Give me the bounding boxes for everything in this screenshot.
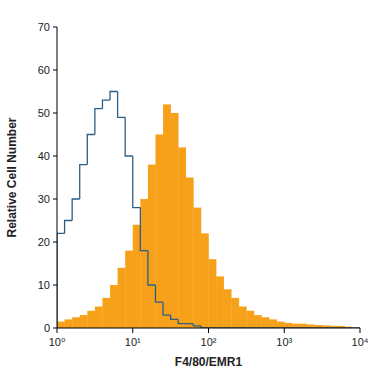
histogram-step [193, 324, 201, 326]
y-tick [53, 27, 57, 28]
histogram-bar [277, 322, 285, 328]
x-axis-label: F4/80/EMR1 [175, 355, 243, 369]
y-tick [53, 113, 57, 114]
histogram-bar [284, 323, 292, 328]
histogram-bar [65, 319, 73, 328]
marks [57, 92, 360, 329]
y-tick-label: 20 [38, 236, 50, 248]
x-tick [360, 328, 361, 333]
histogram-bar [133, 225, 141, 328]
y-tick-label: 40 [38, 150, 50, 162]
histogram-bar [239, 307, 247, 329]
y-tick [53, 156, 57, 157]
y-tick-label: 10 [38, 279, 50, 291]
histogram-step [57, 233, 65, 328]
y-tick-label: 0 [44, 322, 50, 334]
histogram-bar [246, 311, 254, 328]
histogram-bar [193, 208, 201, 328]
histogram-bar [57, 322, 65, 328]
histogram-step [95, 109, 103, 135]
histogram-step [133, 156, 141, 208]
y-tick [53, 328, 57, 329]
chart: 0 10 20 30 40 50 60 70 10⁰ 10¹ 10² 10³ 10⁴ F4/80/EMR1… [0, 0, 375, 375]
y-tick-label: 50 [38, 107, 50, 119]
histogram-bar [262, 317, 270, 328]
histogram-bar [209, 259, 217, 328]
histogram-step [186, 323, 194, 324]
histogram-bar [118, 268, 126, 328]
x-tick-label: 10⁴ [352, 336, 369, 348]
y-axis [57, 27, 58, 328]
histogram-bar [231, 298, 239, 328]
histogram-step [148, 251, 156, 285]
histogram-bar [178, 147, 186, 328]
histogram-step [102, 100, 110, 109]
y-tick-label: 60 [38, 64, 50, 76]
histogram-bar [163, 104, 171, 328]
histogram-step [155, 285, 163, 302]
histogram-step [65, 221, 73, 234]
x-tick [208, 328, 209, 333]
histogram-bar [216, 276, 224, 328]
histogram-bar [292, 324, 300, 328]
histogram-step [72, 199, 80, 221]
x-tick [132, 328, 133, 333]
histogram-bar [72, 317, 80, 328]
histogram-bar [171, 113, 179, 328]
histogram-bar [307, 325, 315, 328]
x-tick [284, 328, 285, 333]
y-axis-label: Relative Cell Number [5, 117, 19, 237]
histogram-bar [140, 199, 148, 328]
histogram-bar [254, 315, 262, 328]
histogram-step [171, 315, 179, 319]
y-tick [53, 285, 57, 286]
histogram-bar [299, 324, 307, 328]
series-1 [57, 92, 360, 329]
histogram-bar [148, 165, 156, 328]
histogram-bar [125, 251, 133, 328]
histogram-bar [155, 135, 163, 329]
x-tick-label: 10¹ [125, 336, 141, 348]
x-tick-label: 10² [201, 336, 217, 348]
histogram-step [163, 302, 171, 315]
histogram-step [118, 92, 126, 118]
x-tick-label: 10⁰ [49, 336, 66, 348]
y-tick-label: 70 [38, 21, 50, 33]
histogram-bar [95, 307, 103, 329]
histogram-step [178, 319, 186, 323]
y-tick [53, 199, 57, 200]
histogram-step [80, 165, 88, 199]
series-0 [57, 104, 353, 328]
histogram-bar [224, 289, 232, 328]
histogram-bar [186, 178, 194, 329]
histogram-bar [110, 285, 118, 328]
histogram-step [125, 117, 133, 156]
histogram-bar [102, 298, 110, 328]
histogram-bar [269, 319, 277, 328]
y-tick [53, 70, 57, 71]
histogram-bar [80, 315, 88, 328]
histogram-step [140, 208, 148, 251]
y-tick-label: 30 [38, 193, 50, 205]
x-tick [57, 328, 58, 333]
x-tick-label: 10³ [276, 336, 292, 348]
histogram-bar [201, 233, 209, 328]
histogram-step [110, 92, 118, 101]
histogram-bar [87, 311, 95, 328]
y-tick [53, 242, 57, 243]
histogram-step [87, 135, 95, 165]
